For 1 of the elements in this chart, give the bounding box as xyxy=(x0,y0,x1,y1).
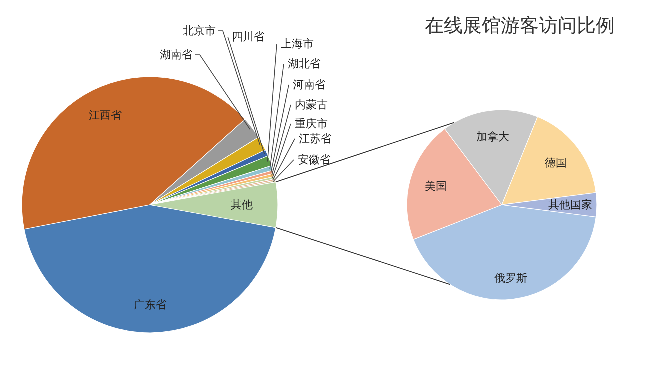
title: 在线展馆游客访问比例 xyxy=(425,15,615,37)
